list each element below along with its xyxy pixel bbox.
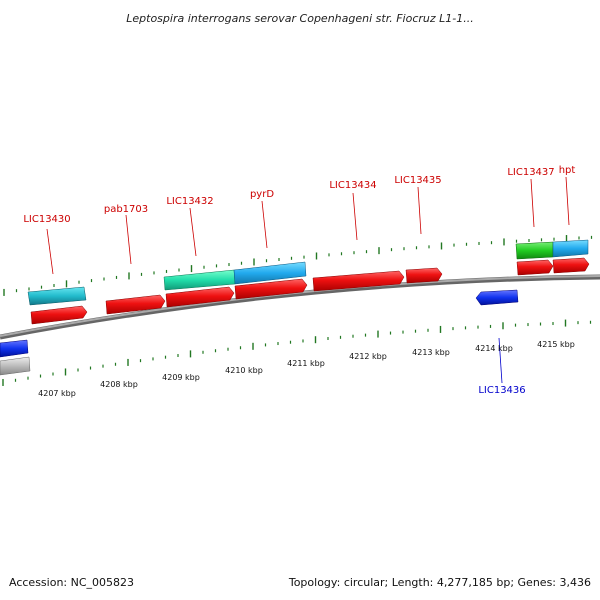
outer-tick-row [3,235,593,296]
leader-lic13430 [46,228,54,275]
feature-cyan-lic13430[interactable] [27,286,87,306]
cds-arrow-lic13437[interactable] [516,259,554,276]
cds-arrow-hpt[interactable] [552,257,590,274]
feature-sky-hpt[interactable] [552,239,589,258]
kbp-label-4213: 4213 kbp [412,348,450,357]
kbp-label-4209: 4209 kbp [162,373,200,382]
kbp-label-4207: 4207 kbp [38,389,76,398]
gene-label-pyrd[interactable]: pyrD [250,189,274,200]
leader-lic13435 [417,186,422,235]
leader-lic13434 [352,192,358,241]
leader-lic13437 [530,178,535,228]
cds-arrow-pyrd[interactable] [234,278,308,300]
label-leader-lines [46,176,570,384]
reverse-cds-row [0,289,519,376]
feature-green-lic13437[interactable] [515,241,554,260]
genome-backbone [0,274,600,340]
kbp-label-4212: 4212 kbp [349,352,387,361]
cds-arrow-pab1703[interactable] [105,294,166,315]
kbp-label-4215: 4215 kbp [537,340,575,349]
inner-tick-row [2,319,592,386]
gene-label-lic13437[interactable]: LIC13437 [507,167,554,178]
leader-pyrd [261,200,268,249]
feature-teal-lic13432[interactable] [163,269,236,291]
gene-label-hpt[interactable]: hpt [559,165,576,176]
kbp-label-4211: 4211 kbp [287,359,325,368]
leader-pab1703 [125,214,132,265]
feature-grey-left-edge[interactable] [0,356,31,376]
cds-arrow-lic13430[interactable] [30,305,88,325]
gene-label-lic13434[interactable]: LIC13434 [329,180,376,191]
feature-blue-left-edge[interactable] [0,339,29,358]
cds-arrow-lic13435[interactable] [405,267,443,284]
kbp-label-4214: 4214 kbp [475,344,513,353]
cds-arrow-lic13434[interactable] [312,270,405,292]
kbp-labels: 4207 kbp 4208 kbp 4209 kbp 4210 kbp 4211… [38,340,575,398]
genome-summary: Topology: circular; Length: 4,277,185 bp… [288,576,591,589]
accession-label: Accession: NC_005823 [9,576,134,589]
cds-arrow-lic13436[interactable] [475,289,519,306]
leader-lic13436 [498,337,503,384]
gene-label-lic13435[interactable]: LIC13435 [394,175,441,186]
feature-sky-pyrd[interactable] [233,261,307,285]
outer-feature-row [27,239,589,306]
kbp-label-4208: 4208 kbp [100,380,138,389]
gene-label-pab1703[interactable]: pab1703 [104,204,148,215]
gene-label-lic13436[interactable]: LIC13436 [478,385,525,396]
forward-gene-labels: LIC13430 pab1703 LIC13432 pyrD LIC13434 … [23,165,575,225]
kbp-label-4210: 4210 kbp [225,366,263,375]
cds-arrow-lic13432[interactable] [165,286,235,308]
map-title: Leptospira interrogans serovar Copenhage… [126,12,473,25]
gene-label-lic13430[interactable]: LIC13430 [23,214,70,225]
leader-lic13432 [189,207,197,257]
leader-hpt [565,176,570,226]
gene-label-lic13432[interactable]: LIC13432 [166,196,213,207]
forward-cds-row [30,257,590,325]
